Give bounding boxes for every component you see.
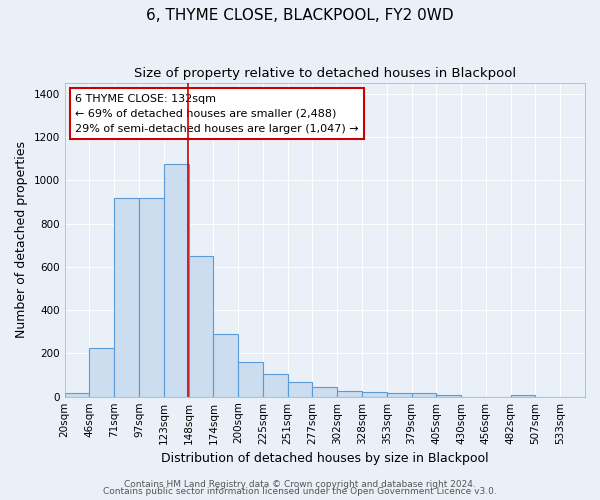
Bar (412, 394, 436, 396)
Bar (214, 334, 238, 396)
Bar (263, 374, 287, 396)
Bar (362, 392, 387, 396)
Bar (313, 387, 337, 396)
Bar (238, 362, 263, 396)
Bar (114, 198, 139, 396)
Bar (337, 392, 362, 396)
Bar (139, 198, 164, 396)
Bar (511, 394, 535, 396)
Bar (164, 164, 188, 396)
Text: 6 THYME CLOSE: 132sqm
← 69% of detached houses are smaller (2,488)
29% of semi-d: 6 THYME CLOSE: 132sqm ← 69% of detached … (75, 94, 359, 134)
Bar (65, 393, 89, 396)
Text: Contains public sector information licensed under the Open Government Licence v3: Contains public sector information licen… (103, 487, 497, 496)
Bar (387, 393, 412, 396)
Title: Size of property relative to detached houses in Blackpool: Size of property relative to detached ho… (134, 68, 516, 80)
Bar (436, 394, 461, 396)
X-axis label: Distribution of detached houses by size in Blackpool: Distribution of detached houses by size … (161, 452, 488, 465)
Text: Contains HM Land Registry data © Crown copyright and database right 2024.: Contains HM Land Registry data © Crown c… (124, 480, 476, 489)
Bar (287, 382, 313, 396)
Bar (188, 256, 214, 396)
Text: 6, THYME CLOSE, BLACKPOOL, FY2 0WD: 6, THYME CLOSE, BLACKPOOL, FY2 0WD (146, 8, 454, 22)
Y-axis label: Number of detached properties: Number of detached properties (15, 142, 28, 338)
Bar (89, 348, 114, 397)
